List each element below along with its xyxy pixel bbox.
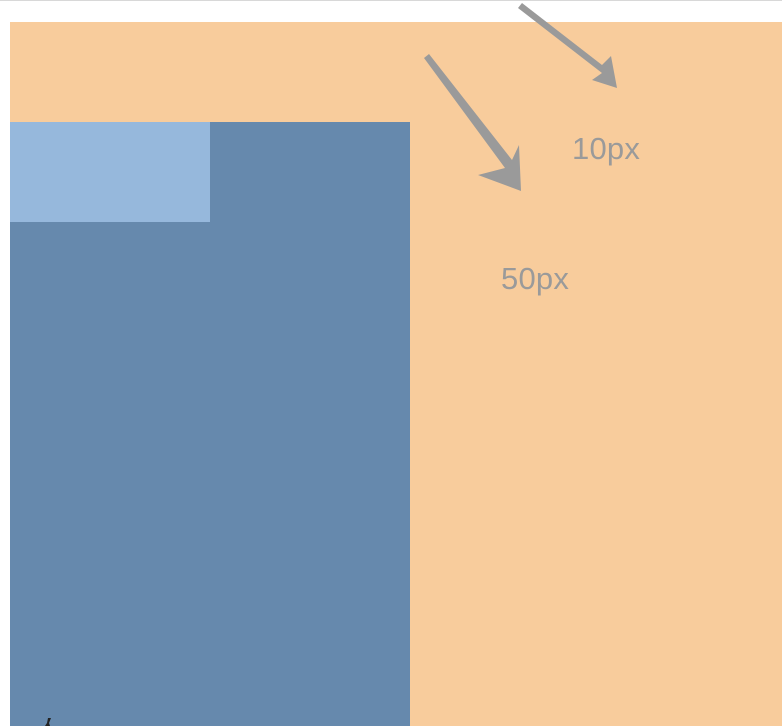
inner-box xyxy=(10,122,410,726)
top-border xyxy=(0,0,782,1)
corner-box xyxy=(10,122,210,222)
label-50px: 50px xyxy=(501,261,570,296)
cursor-mark xyxy=(45,718,51,726)
label-10px: 10px xyxy=(572,131,641,166)
